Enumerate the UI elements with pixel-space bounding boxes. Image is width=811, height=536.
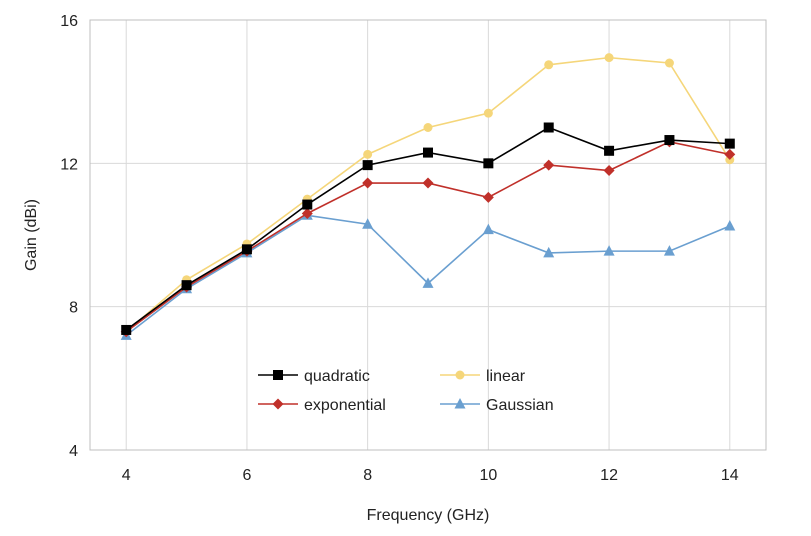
data-point [482, 191, 494, 203]
data-point [663, 245, 675, 256]
legend-item-linear: linear [440, 368, 526, 385]
data-point [603, 165, 615, 176]
legend-label: quadratic [304, 368, 370, 385]
x-tick-label: 12 [600, 467, 618, 484]
data-point [363, 149, 373, 159]
data-point [543, 122, 554, 133]
data-point [362, 160, 373, 171]
data-point [454, 398, 466, 409]
x-tick-label: 10 [479, 467, 497, 484]
data-point [724, 148, 736, 160]
x-axis-title: Frequency (GHz) [367, 507, 490, 524]
data-point [302, 199, 313, 210]
series-linear [121, 53, 735, 337]
data-point [423, 147, 433, 158]
x-tick-label: 4 [122, 467, 131, 484]
y-tick-label: 4 [69, 443, 78, 460]
data-point [483, 108, 493, 118]
x-tick-label: 14 [721, 467, 739, 484]
data-point [362, 177, 374, 189]
data-point [724, 220, 736, 231]
data-point [181, 280, 192, 291]
x-tick-label: 6 [242, 467, 251, 484]
data-point [604, 145, 615, 156]
data-point [543, 159, 555, 171]
series-line [125, 126, 730, 331]
data-point [272, 398, 284, 410]
data-point [664, 58, 674, 68]
data-point [273, 370, 283, 380]
data-point [455, 370, 465, 380]
y-tick-label: 16 [60, 13, 78, 30]
series-layer [120, 53, 736, 340]
legend-item-quadratic: quadratic [258, 368, 370, 385]
legend: quadratic linear exponential Gaussian [258, 368, 554, 414]
legend-label: linear [486, 368, 526, 385]
series-line [125, 140, 730, 333]
x-tick-label: 8 [363, 467, 372, 484]
data-point [664, 135, 675, 146]
data-point [482, 223, 494, 235]
series-line [125, 214, 731, 336]
data-point [121, 324, 132, 335]
plot-area-border [89, 19, 767, 451]
data-point [543, 246, 555, 258]
data-point [422, 177, 434, 189]
series-gaussian [120, 209, 736, 340]
legend-label: exponential [304, 397, 386, 414]
legend-label: Gaussian [486, 397, 554, 414]
legend-item-exponential: exponential [258, 397, 386, 414]
legend-item-gaussian: Gaussian [440, 397, 554, 414]
data-point [423, 123, 433, 132]
data-point [724, 138, 735, 149]
grid-lines [90, 19, 766, 451]
y-tick-label: 8 [69, 300, 78, 317]
data-point [241, 244, 252, 255]
data-point [483, 158, 494, 169]
series-quadratic [121, 122, 735, 335]
data-point [362, 218, 374, 229]
data-point [301, 208, 313, 219]
data-point [603, 245, 615, 256]
y-tick-label: 12 [60, 156, 78, 173]
data-point [422, 277, 434, 288]
y-tick-labels: 4 8 12 16 [60, 13, 78, 460]
series-line [125, 56, 731, 333]
data-point [544, 60, 554, 70]
x-tick-labels: 4 6 8 10 12 14 [122, 467, 739, 484]
y-axis-title: Gain (dBi) [23, 199, 40, 271]
data-point [604, 53, 614, 63]
